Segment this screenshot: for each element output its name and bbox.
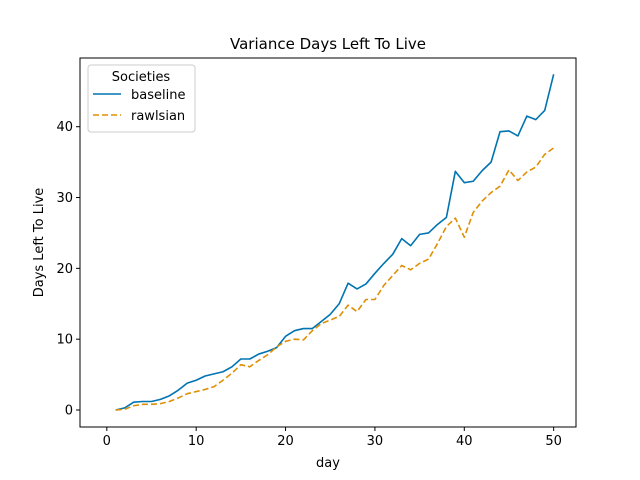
x-tick-label: 30 xyxy=(367,434,384,449)
x-axis-label: day xyxy=(316,456,340,471)
y-axis-label: Days Left To Live xyxy=(32,188,47,298)
x-tick-label: 40 xyxy=(456,434,473,449)
x-tick-label: 10 xyxy=(188,434,205,449)
y-tick-label: 40 xyxy=(56,120,73,135)
legend-label-baseline: baseline xyxy=(131,88,185,103)
y-tick-label: 20 xyxy=(56,262,73,277)
plot-area xyxy=(115,74,555,411)
legend-title: Societies xyxy=(112,70,171,85)
x-tick-label: 50 xyxy=(545,434,562,449)
axes-frame xyxy=(79,57,577,428)
x-tick-label: 20 xyxy=(277,434,294,449)
y-tick-label: 0 xyxy=(65,404,73,419)
legend-label-rawlsian: rawlsian xyxy=(131,109,185,124)
series-line-baseline xyxy=(115,74,555,411)
y-tick-label: 10 xyxy=(56,333,73,348)
series-line-rawlsian xyxy=(115,147,555,411)
y-tick-label: 30 xyxy=(56,191,73,206)
chart-title: Variance Days Left To Live xyxy=(230,35,426,53)
x-tick-label: 0 xyxy=(103,434,111,449)
legend: Societies baseline rawlsian xyxy=(87,64,196,133)
